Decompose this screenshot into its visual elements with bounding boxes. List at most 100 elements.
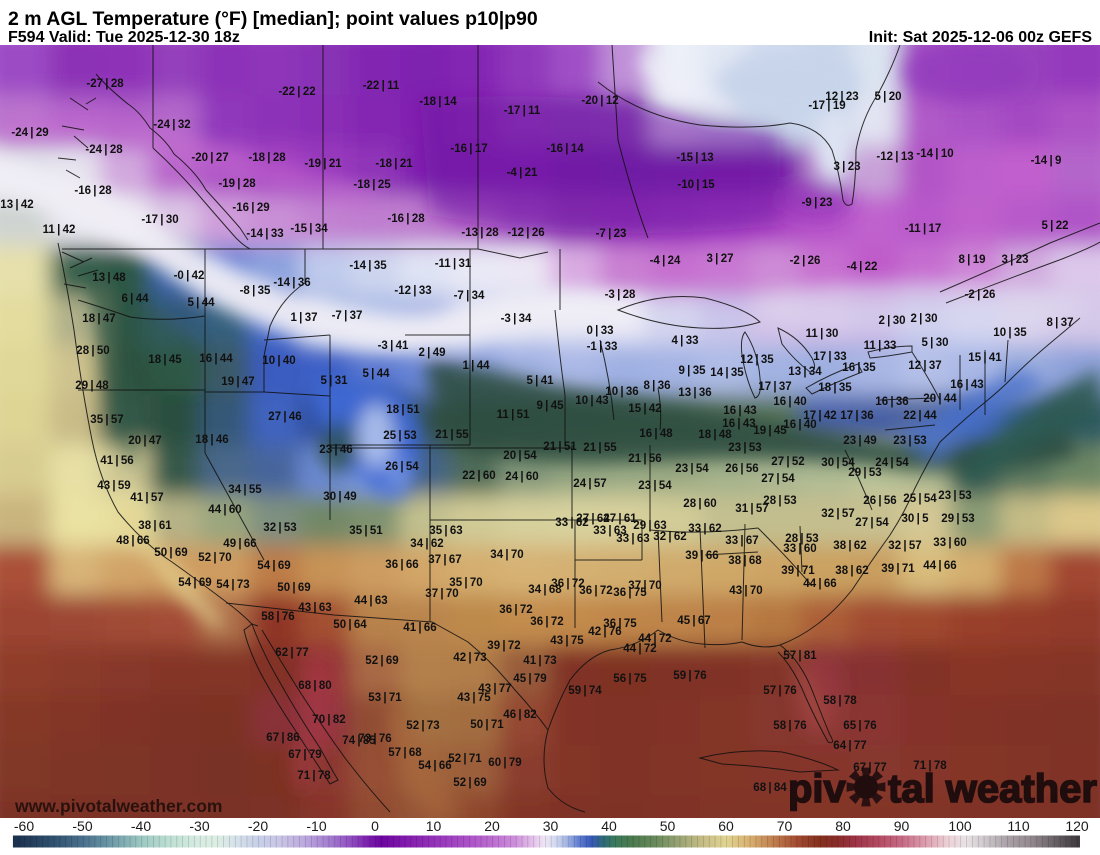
svg-text:68 | 84: 68 | 84 <box>753 782 787 794</box>
svg-text:18 | 35: 18 | 35 <box>818 382 852 394</box>
svg-text:23 | 49: 23 | 49 <box>843 435 876 447</box>
svg-text:27 | 54: 27 | 54 <box>761 473 795 485</box>
svg-text:25 | 53: 25 | 53 <box>383 430 416 442</box>
svg-text:23 | 54: 23 | 54 <box>638 480 672 492</box>
svg-text:5 | 44: 5 | 44 <box>187 297 215 309</box>
svg-text:57 | 68: 57 | 68 <box>388 747 422 759</box>
svg-text:-12 | 26: -12 | 26 <box>507 227 544 239</box>
svg-text:6 | 44: 6 | 44 <box>121 293 149 305</box>
svg-text:-10 | 15: -10 | 15 <box>677 179 715 191</box>
svg-text:44 | 63: 44 | 63 <box>354 595 387 607</box>
svg-text:71 | 78: 71 | 78 <box>297 770 331 782</box>
svg-text:4 | 33: 4 | 33 <box>671 335 698 347</box>
svg-text:8 | 36: 8 | 36 <box>643 380 670 392</box>
svg-text:57 | 76: 57 | 76 <box>763 685 796 697</box>
svg-text:21 | 55: 21 | 55 <box>435 429 469 441</box>
svg-text:5 | 44: 5 | 44 <box>362 368 390 380</box>
svg-text:39 | 71: 39 | 71 <box>781 565 815 577</box>
svg-text:-50: -50 <box>72 818 92 834</box>
svg-text:41 | 57: 41 | 57 <box>130 492 163 504</box>
svg-text:23 | 46: 23 | 46 <box>319 444 352 456</box>
svg-text:26 | 54: 26 | 54 <box>385 461 419 473</box>
svg-text:39 | 71: 39 | 71 <box>881 563 915 575</box>
svg-text:-60: -60 <box>14 818 34 834</box>
svg-text:2 | 30: 2 | 30 <box>910 313 937 325</box>
svg-text:10: 10 <box>426 818 442 834</box>
svg-text:41 | 56: 41 | 56 <box>100 455 133 467</box>
svg-text:3 | 27: 3 | 27 <box>706 253 733 265</box>
svg-text:-12 | 33: -12 | 33 <box>394 285 431 297</box>
svg-text:Init: Sat 2025-12-06 00z GEFS: Init: Sat 2025-12-06 00z GEFS <box>869 29 1093 46</box>
svg-text:27 | 64: 27 | 64 <box>576 513 610 525</box>
svg-text:-18 | 14: -18 | 14 <box>419 96 457 108</box>
svg-text:23 | 53: 23 | 53 <box>938 490 971 502</box>
svg-text:80: 80 <box>835 818 851 834</box>
svg-text:35 | 70: 35 | 70 <box>449 577 482 589</box>
svg-text:12 | 37: 12 | 37 <box>908 360 941 372</box>
svg-text:20: 20 <box>484 818 500 834</box>
svg-text:-7 | 23: -7 | 23 <box>596 228 627 240</box>
svg-text:42 | 73: 42 | 73 <box>453 652 486 664</box>
svg-text:15 | 42: 15 | 42 <box>628 403 661 415</box>
svg-text:23 | 53: 23 | 53 <box>728 442 761 454</box>
svg-text:33 | 63: 33 | 63 <box>616 533 649 545</box>
svg-text:11 | 30: 11 | 30 <box>806 328 839 340</box>
svg-text:-40: -40 <box>131 818 151 834</box>
svg-text:58 | 76: 58 | 76 <box>773 720 806 732</box>
svg-text:8 | 37: 8 | 37 <box>1046 317 1073 329</box>
svg-text:16 | 43: 16 | 43 <box>950 379 983 391</box>
svg-text:60: 60 <box>718 818 734 834</box>
svg-text:18 | 45: 18 | 45 <box>148 354 182 366</box>
svg-text:28 | 60: 28 | 60 <box>683 498 716 510</box>
svg-text:-15 | 34: -15 | 34 <box>290 223 328 235</box>
svg-text:36 | 66: 36 | 66 <box>385 559 418 571</box>
svg-text:30 | 49: 30 | 49 <box>323 491 356 503</box>
svg-text:43 | 63: 43 | 63 <box>298 602 331 614</box>
svg-text:3 | 23: 3 | 23 <box>833 161 860 173</box>
svg-text:-4 | 22: -4 | 22 <box>847 261 878 273</box>
svg-text:20 | 44: 20 | 44 <box>923 393 957 405</box>
svg-text:50 | 69: 50 | 69 <box>154 547 187 559</box>
svg-text:48 | 66: 48 | 66 <box>116 535 149 547</box>
svg-text:-14 | 9: -14 | 9 <box>1031 155 1062 167</box>
svg-text:39 | 72: 39 | 72 <box>487 640 520 652</box>
svg-text:33 | 62: 33 | 62 <box>555 517 588 529</box>
svg-text:-16 | 29: -16 | 29 <box>232 202 269 214</box>
svg-text:35 | 63: 35 | 63 <box>429 525 462 537</box>
svg-text:34 | 68: 34 | 68 <box>528 584 562 596</box>
svg-text:43 | 75: 43 | 75 <box>457 692 491 704</box>
svg-text:-19 | 21: -19 | 21 <box>304 158 342 170</box>
svg-text:-17 | 30: -17 | 30 <box>141 214 178 226</box>
svg-text:100: 100 <box>948 818 972 834</box>
svg-text:54 | 69: 54 | 69 <box>257 560 290 572</box>
svg-text:37 | 70: 37 | 70 <box>628 580 661 592</box>
svg-text:5 | 41: 5 | 41 <box>526 375 554 387</box>
svg-text:65 | 76: 65 | 76 <box>843 720 876 732</box>
svg-text:F594 Valid: Tue 2025-12-30 18z: F594 Valid: Tue 2025-12-30 18z <box>8 29 240 46</box>
svg-text:-20 | 27: -20 | 27 <box>191 152 228 164</box>
svg-text:43 | 70: 43 | 70 <box>729 585 762 597</box>
svg-text:-2 | 26: -2 | 26 <box>965 289 996 301</box>
svg-text:-30: -30 <box>189 818 209 834</box>
svg-text:54 | 66: 54 | 66 <box>418 760 451 772</box>
svg-text:33 | 62: 33 | 62 <box>688 523 721 535</box>
svg-text:23 | 54: 23 | 54 <box>675 463 709 475</box>
svg-text:40: 40 <box>601 818 617 834</box>
svg-text:-9 | 23: -9 | 23 <box>802 197 833 209</box>
svg-text:25 | 54: 25 | 54 <box>903 493 937 505</box>
svg-text:20 | 54: 20 | 54 <box>503 450 537 462</box>
svg-text:-17 | 19: -17 | 19 <box>808 100 845 112</box>
svg-text:57 | 81: 57 | 81 <box>783 650 817 662</box>
svg-text:59 | 74: 59 | 74 <box>568 685 602 697</box>
svg-text:-13 | 28: -13 | 28 <box>461 227 499 239</box>
svg-text:22 | 44: 22 | 44 <box>903 410 937 422</box>
svg-text:110: 110 <box>1007 818 1030 834</box>
svg-text:58 | 78: 58 | 78 <box>823 695 857 707</box>
svg-text:13 | 36: 13 | 36 <box>678 387 711 399</box>
svg-text:-11 | 17: -11 | 17 <box>905 223 942 235</box>
svg-text:27 | 52: 27 | 52 <box>771 456 804 468</box>
svg-text:28 | 53: 28 | 53 <box>785 533 818 545</box>
svg-text:-16 | 14: -16 | 14 <box>546 143 584 155</box>
svg-text:20 | 47: 20 | 47 <box>128 435 161 447</box>
svg-text:27 | 46: 27 | 46 <box>268 411 301 423</box>
